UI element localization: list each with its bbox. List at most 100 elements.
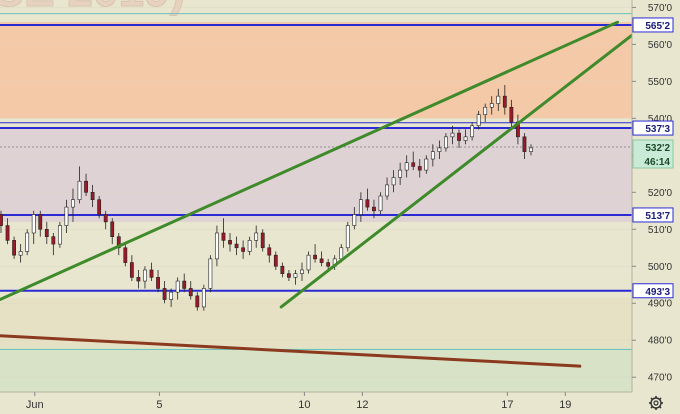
candle-up	[215, 232, 219, 260]
candles	[0, 85, 533, 311]
price-tick-label: 540'0	[648, 114, 673, 125]
candle-down	[280, 265, 285, 274]
price-tick-label: 570'0	[648, 3, 673, 14]
horizontal-levels[interactable]	[0, 13, 632, 350]
zone	[0, 297, 632, 348]
candle-down	[136, 277, 141, 282]
candle-up	[398, 169, 403, 178]
price-tick-label: 480'0	[648, 336, 673, 347]
candle-up	[25, 232, 30, 252]
candle-up	[254, 232, 259, 241]
time-tick-label: 5	[156, 399, 162, 411]
candle-down	[97, 199, 102, 215]
price-tick-label: 470'0	[648, 373, 673, 384]
candle-down	[234, 243, 239, 249]
candle-up	[529, 147, 533, 152]
candle-up	[201, 288, 206, 308]
countdown-timer: 46:14	[644, 157, 670, 168]
level-price-label: 513'7	[645, 211, 670, 222]
level-price-label-box	[632, 120, 674, 136]
candle-up	[339, 247, 344, 260]
time-tick-label: 10	[298, 399, 310, 411]
candle-down	[51, 236, 56, 245]
level-price-label: 493'3	[645, 287, 670, 298]
candle-down	[188, 288, 193, 297]
candle-down	[411, 162, 416, 167]
price-tick-label: 560'0	[648, 40, 673, 51]
candle-down	[221, 232, 226, 241]
candle-up	[437, 147, 442, 152]
candle-down	[38, 214, 43, 230]
candle-down	[103, 214, 108, 223]
candle-down	[123, 247, 128, 263]
candle-down	[182, 280, 187, 289]
time-tick-label: 12	[356, 399, 368, 411]
candle-up	[64, 206, 69, 226]
candle-down	[267, 247, 272, 256]
candle-down	[502, 95, 507, 108]
level-price-label: 565'2	[645, 21, 670, 32]
current-price-box	[632, 139, 674, 169]
watermark: USE 2019)	[0, 0, 185, 16]
trend-line	[279, 33, 634, 309]
price-tick-label: 490'0	[648, 299, 673, 310]
candle-down	[522, 136, 527, 152]
candle-up	[404, 162, 409, 171]
candle-down	[509, 106, 514, 123]
price-zones	[0, 22, 632, 392]
candle-down	[417, 166, 422, 171]
candle-up	[385, 184, 389, 197]
candle-down	[273, 254, 278, 267]
candle-down	[12, 240, 16, 256]
time-tick-label: Jun	[26, 399, 44, 411]
candle-down	[5, 225, 10, 241]
candle-up	[306, 254, 311, 271]
candle-up	[345, 225, 350, 249]
candle-down	[110, 221, 115, 237]
candle-up	[57, 225, 62, 245]
candle-down	[156, 277, 160, 289]
settings-gear-icon[interactable]	[649, 396, 663, 410]
trend-lines[interactable]	[0, 20, 634, 368]
candle-down	[241, 247, 245, 252]
candle-down	[90, 192, 95, 200]
candle-up	[143, 269, 147, 282]
trend-line	[0, 334, 582, 368]
level-price-label-box	[632, 283, 674, 299]
price-tick-label: 510'0	[648, 225, 673, 236]
candle-up	[293, 273, 298, 278]
level-price-label-box	[632, 207, 674, 223]
time-axis[interactable]: Jun 5 10 12 17 19	[26, 392, 572, 411]
candle-down	[129, 262, 134, 278]
zone	[0, 22, 632, 119]
candle-up	[476, 114, 481, 127]
candle-down	[372, 206, 376, 212]
trend-line	[0, 20, 620, 302]
candle-up	[352, 214, 357, 226]
price-tick-label: 500'0	[648, 262, 673, 273]
candle-up	[175, 280, 180, 293]
candle-up	[208, 258, 213, 289]
level-price-label-box	[632, 17, 674, 33]
candle-up	[450, 132, 455, 138]
time-tick-label: 17	[501, 399, 513, 411]
candle-down	[313, 254, 317, 260]
candle-up	[378, 195, 383, 212]
candle-down	[287, 273, 291, 278]
candle-up	[424, 158, 429, 171]
zone	[0, 347, 632, 392]
candle-up	[391, 177, 396, 186]
candle-up	[496, 95, 501, 104]
candle-up	[77, 180, 82, 200]
zone	[0, 127, 632, 222]
candle-down	[326, 262, 331, 267]
price-axis-background	[632, 0, 680, 392]
time-tick-label: 19	[559, 399, 571, 411]
candle-up	[300, 269, 304, 274]
candle-up	[470, 125, 475, 138]
candle-up	[430, 151, 435, 160]
candle-down	[195, 295, 200, 308]
candle-up	[489, 103, 494, 108]
candle-down	[162, 288, 167, 300]
